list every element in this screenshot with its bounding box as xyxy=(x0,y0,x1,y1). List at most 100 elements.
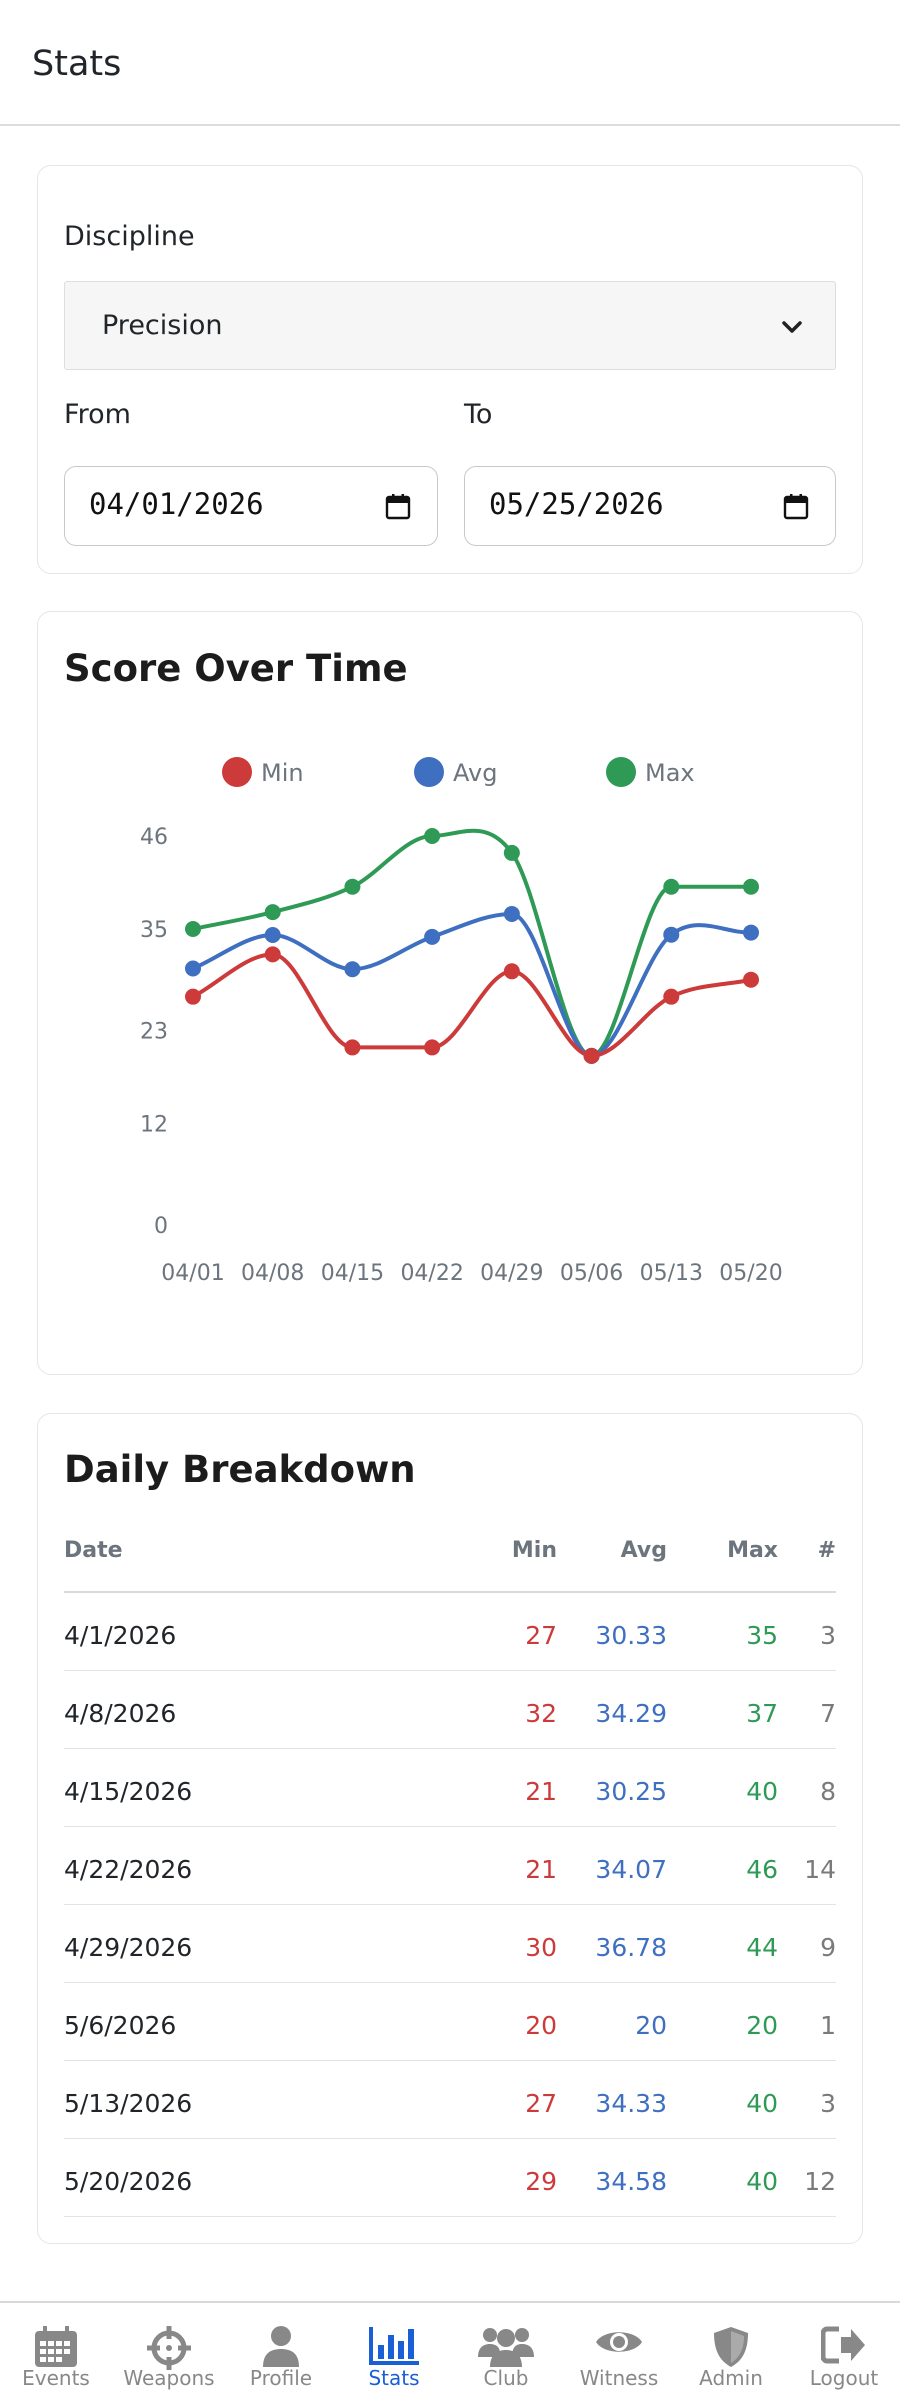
cell-min: 20 xyxy=(525,2011,557,2040)
column-header-max: Max xyxy=(727,1538,778,1563)
top-bar: Stats xyxy=(0,0,900,126)
data-point-max[interactable] xyxy=(264,904,281,921)
cell-max: 20 xyxy=(746,2011,778,2040)
x-tick-label: 05/06 xyxy=(560,1261,623,1286)
cell-count: 3 xyxy=(820,1621,836,1650)
from-date-input[interactable]: 04/01/2026 xyxy=(64,466,438,546)
x-tick-label: 04/08 xyxy=(241,1261,304,1286)
cell-count: 14 xyxy=(804,1855,836,1884)
cell-min: 27 xyxy=(525,1621,557,1650)
cell-min: 21 xyxy=(525,1855,557,1884)
cell-min: 32 xyxy=(525,1699,557,1728)
nav-item-logout[interactable]: Logout xyxy=(788,2303,900,2398)
cell-date: 4/22/2026 xyxy=(64,1855,193,1884)
column-header-min: Min xyxy=(511,1538,557,1563)
cell-avg: 30.25 xyxy=(595,1777,667,1806)
series-line-min xyxy=(192,952,752,1058)
data-point-avg[interactable] xyxy=(185,960,201,977)
table-row: 4/22/2026 21 34.07 46 14 xyxy=(64,1827,836,1905)
cell-count: 12 xyxy=(804,2167,836,2196)
cell-min: 27 xyxy=(525,2089,557,2118)
page-title: Stats xyxy=(32,44,122,84)
daily-breakdown-card: Daily Breakdown Date Min Avg Max # 4/1/2… xyxy=(37,1413,863,2244)
data-point-min[interactable] xyxy=(583,1047,600,1064)
nav-item-admin[interactable]: Admin xyxy=(675,2303,787,2398)
nav-item-witness[interactable]: Witness xyxy=(563,2303,675,2398)
data-point-min[interactable] xyxy=(663,988,680,1005)
cell-count: 7 xyxy=(820,1699,836,1728)
x-tick-label: 05/13 xyxy=(640,1261,703,1286)
calendar-picker-icon[interactable] xyxy=(783,493,809,520)
cell-min: 29 xyxy=(525,2167,557,2196)
nav-item-profile[interactable]: Profile xyxy=(225,2303,337,2398)
series-line-max xyxy=(192,828,751,1058)
filter-card: Discipline Precision From To 04/01/2026 … xyxy=(37,165,863,574)
x-tick-label: 05/20 xyxy=(719,1261,782,1286)
data-point-avg[interactable] xyxy=(503,905,520,922)
data-point-max[interactable] xyxy=(663,878,680,895)
legend-label-avg: Avg xyxy=(453,759,497,787)
table-row: 4/29/2026 30 36.78 44 9 xyxy=(64,1905,836,1983)
legend-swatch-max xyxy=(606,757,636,787)
table-title: Daily Breakdown xyxy=(64,1448,416,1491)
table-row: 5/20/2026 29 34.58 40 12 xyxy=(64,2139,836,2217)
cell-count: 8 xyxy=(820,1777,836,1806)
cell-count: 1 xyxy=(820,2011,836,2040)
to-date-input[interactable]: 05/25/2026 xyxy=(464,466,836,546)
table-row: 4/15/2026 21 30.25 40 8 xyxy=(64,1749,836,1827)
cell-max: 40 xyxy=(746,1777,778,1806)
chart-title: Score Over Time xyxy=(64,647,408,690)
legend-label-max: Max xyxy=(645,759,695,787)
nav-item-label: Weapons xyxy=(123,2366,215,2390)
data-point-avg[interactable] xyxy=(663,926,680,943)
table-row: 4/1/2026 27 30.33 35 3 xyxy=(64,1593,836,1671)
data-point-max[interactable] xyxy=(743,878,759,895)
discipline-select-value: Precision xyxy=(102,310,223,341)
legend-label-min: Min xyxy=(261,759,304,787)
nav-item-label: Profile xyxy=(249,2366,313,2390)
cell-max: 44 xyxy=(746,1933,778,1962)
data-point-min[interactable] xyxy=(503,963,520,980)
data-point-max[interactable] xyxy=(185,921,201,938)
data-point-avg[interactable] xyxy=(743,924,759,941)
discipline-select[interactable]: Precision xyxy=(64,281,836,370)
nav-item-label: Admin xyxy=(699,2366,763,2390)
data-point-min[interactable] xyxy=(185,988,201,1005)
bottom-nav: Events Weapons Profile Stats Club Witness Admi… xyxy=(0,2301,900,2398)
data-point-avg[interactable] xyxy=(344,961,361,978)
nav-item-weapons[interactable]: Weapons xyxy=(113,2303,225,2398)
nav-item-label: Club xyxy=(483,2366,529,2390)
cell-avg: 34.58 xyxy=(595,2167,667,2196)
column-header-count: # xyxy=(817,1538,836,1563)
discipline-label: Discipline xyxy=(64,221,195,252)
data-point-max[interactable] xyxy=(424,828,441,844)
cell-min: 21 xyxy=(525,1777,557,1806)
cell-avg: 30.33 xyxy=(595,1621,667,1650)
x-tick-label: 04/29 xyxy=(480,1261,543,1286)
nav-item-stats[interactable]: Stats xyxy=(338,2303,450,2398)
x-tick-label: 04/15 xyxy=(321,1261,384,1286)
x-tick-label: 04/01 xyxy=(161,1261,224,1286)
data-point-min[interactable] xyxy=(743,971,759,988)
data-point-min[interactable] xyxy=(344,1039,361,1056)
cell-count: 3 xyxy=(820,2089,836,2118)
data-point-min[interactable] xyxy=(264,946,281,963)
nav-item-club[interactable]: Club xyxy=(450,2303,562,2398)
data-point-avg[interactable] xyxy=(264,927,281,944)
cell-max: 46 xyxy=(746,1855,778,1884)
cell-avg: 20 xyxy=(635,2011,667,2040)
calendar-picker-icon[interactable] xyxy=(385,493,411,520)
column-header-avg: Avg xyxy=(620,1538,667,1563)
x-tick-label: 04/22 xyxy=(400,1261,463,1286)
data-point-avg[interactable] xyxy=(424,928,441,945)
data-point-max[interactable] xyxy=(344,878,361,895)
y-tick-label: 35 xyxy=(140,918,168,943)
from-label: From xyxy=(64,399,131,430)
nav-item-events[interactable]: Events xyxy=(0,2303,112,2398)
cell-avg: 36.78 xyxy=(595,1933,667,1962)
cell-date: 5/13/2026 xyxy=(64,2089,193,2118)
table-row: 5/6/2026 20 20 20 1 xyxy=(64,1983,836,2061)
legend-swatch-avg xyxy=(414,757,444,787)
data-point-min[interactable] xyxy=(424,1039,441,1056)
data-point-max[interactable] xyxy=(503,844,520,861)
